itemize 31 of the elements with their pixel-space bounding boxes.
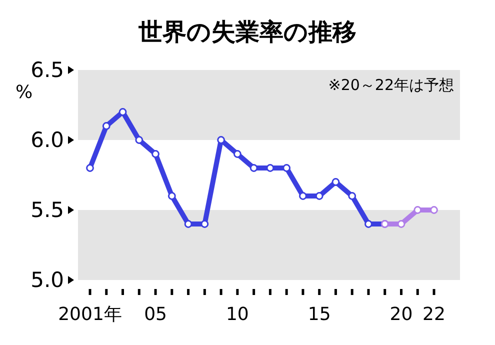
point (315, 192, 324, 200)
point (152, 150, 160, 158)
x-tick-label: 22 (422, 304, 446, 325)
x-tick-label: 15 (308, 304, 331, 325)
x-tick-label: 2001年 (58, 304, 122, 325)
point (184, 220, 192, 228)
y-tick-label: 5.5 (30, 198, 64, 222)
annotation: ※20～22年は予想 (328, 76, 454, 94)
point (348, 192, 356, 200)
point (86, 164, 94, 172)
y-tick-label: 6.5 (30, 58, 64, 82)
point (135, 136, 144, 144)
point (430, 206, 438, 214)
point (250, 164, 258, 172)
x-tick-label: 05 (144, 304, 167, 325)
point (200, 220, 209, 228)
point (168, 192, 176, 200)
point (397, 220, 406, 228)
chart-title: 世界の失業率の推移 (138, 18, 356, 46)
y-axis-title: % (15, 82, 33, 103)
point (282, 164, 291, 172)
point (266, 164, 274, 172)
point (332, 178, 340, 186)
point (364, 220, 372, 228)
point (233, 150, 242, 158)
y-tick-label: 6.0 (30, 128, 64, 152)
point (102, 122, 110, 130)
x-tick-label: 20 (390, 304, 413, 325)
y-tick-label: 5.0 (30, 268, 64, 292)
point (299, 192, 307, 200)
x-tick-label: 10 (226, 304, 249, 325)
